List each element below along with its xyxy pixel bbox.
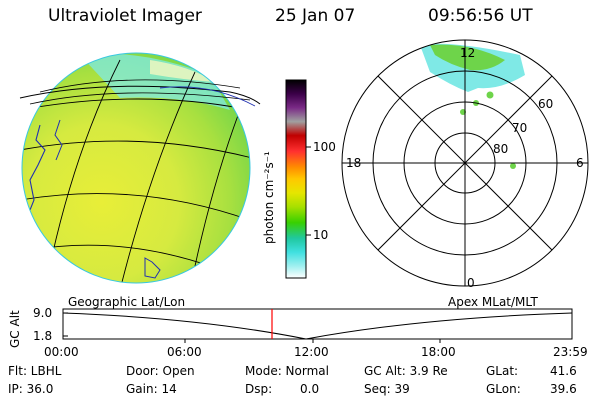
orbit-timeline-plot bbox=[62, 308, 573, 343]
door-status: Door: Open bbox=[126, 364, 195, 378]
colorbar-tick-100: 100 bbox=[313, 140, 336, 154]
apex-label: Apex MLat/MLT bbox=[448, 295, 538, 309]
mode-status: Mode: Normal bbox=[245, 364, 329, 378]
xtick-0600: 06:00 bbox=[167, 345, 202, 359]
filter-status: Flt: LBHL bbox=[8, 364, 62, 378]
xtick-1800: 18:00 bbox=[421, 345, 456, 359]
glon-status-value: 39.6 bbox=[550, 382, 577, 396]
ip-status: IP: 36.0 bbox=[8, 382, 54, 396]
geographic-label: Geographic Lat/Lon bbox=[68, 295, 186, 309]
xtick-1200: 12:00 bbox=[294, 345, 329, 359]
dsp-status-value: 0.0 bbox=[300, 382, 320, 396]
ytick-bottom: 1.8 bbox=[33, 329, 53, 343]
date-label: 25 Jan 07 bbox=[275, 6, 356, 26]
xtick-0000: 00:00 bbox=[44, 345, 79, 359]
glat-status-value: 41.6 bbox=[550, 364, 577, 378]
colorbar-unit-label: photon cm⁻²s⁻¹ bbox=[262, 151, 276, 244]
polar-mlt-plot bbox=[341, 39, 589, 287]
mlt-label-12: 12 bbox=[460, 46, 476, 60]
lat-label-60: 60 bbox=[538, 97, 554, 111]
gc-alt-status: GC Alt: 3.9 Re bbox=[364, 364, 448, 378]
color-scale-bar bbox=[285, 79, 311, 279]
seq-status: Seq: 39 bbox=[364, 382, 410, 396]
ytick-top: 9.0 bbox=[33, 306, 53, 320]
xtick-2359: 23:59 bbox=[553, 345, 588, 359]
gc-alt-axis-title: GC Alt bbox=[8, 310, 22, 348]
lat-label-70: 70 bbox=[512, 121, 528, 135]
lat-label-80: 80 bbox=[493, 142, 509, 156]
glat-status-label: GLat: bbox=[486, 364, 519, 378]
mlt-label-18: 18 bbox=[346, 156, 362, 170]
instrument-title: Ultraviolet Imager bbox=[48, 6, 202, 26]
mlt-label-0: 0 bbox=[467, 276, 475, 290]
dsp-status-label: Dsp: bbox=[245, 382, 273, 396]
mlt-label-6: 6 bbox=[576, 156, 584, 170]
gain-status: Gain: 14 bbox=[126, 382, 177, 396]
colorbar-tick-10: 10 bbox=[313, 228, 329, 242]
earth-disk-image bbox=[19, 52, 261, 284]
glon-status-label: GLon: bbox=[486, 382, 521, 396]
time-label: 09:56:56 UT bbox=[428, 6, 533, 26]
